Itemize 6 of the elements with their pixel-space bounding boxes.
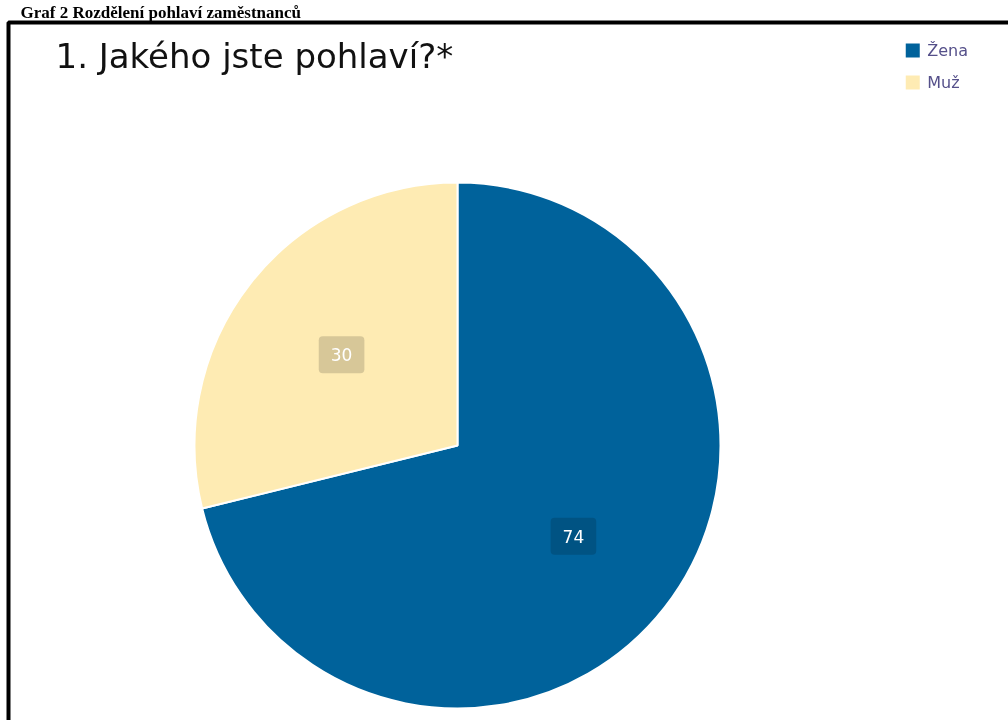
chart-title: 1. Jakého jste pohlaví?* bbox=[55, 35, 454, 76]
data-label: 74 bbox=[562, 526, 585, 547]
legend-label: Žena bbox=[927, 40, 968, 60]
text: Graf 2 Rozdělení pohlaví zaměstnanců bbox=[20, 2, 301, 22]
data-label: 30 bbox=[330, 345, 353, 366]
legend-label: Muž bbox=[927, 72, 960, 92]
